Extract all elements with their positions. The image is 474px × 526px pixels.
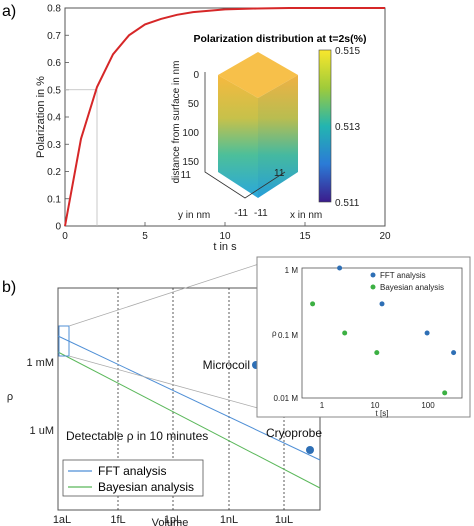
- a-x-tick-label: 15: [299, 231, 311, 242]
- inset-y-tick-neg11: -11: [234, 208, 248, 219]
- microcoil-label: Microcoil: [203, 358, 250, 372]
- a-y-tick-label: 0.2: [47, 167, 61, 178]
- a-x-tick-label: 10: [219, 231, 231, 242]
- a-x-tick-label: 5: [142, 231, 148, 242]
- inset-x-tick-100: 100: [421, 401, 435, 410]
- b-y-tick-1mM: 1 mM: [27, 357, 55, 369]
- fft-inset-point: [424, 330, 430, 336]
- inset-legend-bayes: Bayesian analysis: [380, 283, 444, 292]
- inset-axes-box: [301, 267, 463, 399]
- inset-title: Polarization distribution at t=2s(%): [194, 33, 367, 45]
- block-axis-lines: [204, 72, 286, 199]
- panel-a-chart: 0 0.1 0.2 0.3 0.4 0.5 0.6 0.7 0.8 0 5 10 15 20 t in …: [35, 4, 391, 254]
- inset-z-tick-2: 100: [182, 128, 199, 139]
- colorbar-tick-max: 0.515: [335, 46, 360, 57]
- inset-y-tick-0.1M: 0.1 M: [278, 331, 298, 340]
- b-x-tick-1aL: 1aL: [53, 514, 71, 526]
- panel-a-guides: [65, 89, 98, 226]
- inset-z-label: distance from surface in nm: [171, 61, 182, 184]
- legend-bayesian-label: Bayesian analysis: [98, 480, 194, 494]
- inset-z-tick-0: 0: [193, 70, 199, 81]
- panel-b-y-label: ρ: [7, 391, 13, 403]
- inset-rho-label: ρ: [272, 329, 277, 338]
- fft-inset-point: [451, 350, 457, 356]
- bayesian-inset-point: [310, 301, 316, 307]
- bayesian-inset-point: [342, 330, 348, 336]
- colorbar-tick-min: 0.511: [335, 198, 360, 209]
- inset-x-label: t [s]: [376, 409, 389, 418]
- b-x-tick-1uL: 1uL: [275, 514, 293, 526]
- b-x-tick-1nL: 1nL: [220, 514, 238, 526]
- fft-line: [57, 335, 321, 461]
- a-y-tick-label: 0.4: [47, 113, 61, 124]
- panel-b-x-label: Volume: [152, 517, 189, 526]
- cryoprobe-label: Cryoprobe: [266, 426, 322, 440]
- a-y-tick-label: 0.1: [47, 194, 61, 205]
- inset-legend-fft-dot: [370, 272, 376, 278]
- block-right-face: [258, 75, 298, 198]
- a-x-tick-label: 20: [379, 231, 391, 242]
- colorbar: [318, 49, 332, 203]
- panel-a-y-ticks: 0 0.1 0.2 0.3 0.4 0.5 0.6 0.7 0.8: [47, 4, 69, 233]
- inset-y-tick-11: 11: [181, 170, 192, 181]
- inset-y-tick-1M: 1 M: [285, 266, 299, 275]
- b-x-tick-1fL: 1fL: [110, 514, 125, 526]
- panel-b-inset: 1 M 0.1 M 0.01 M ρ 1 10 100 t [s] FFT an…: [256, 256, 471, 418]
- a-y-tick-label: 0.5: [47, 85, 61, 96]
- panel-b-legend: FFT analysis Bayesian analysis: [62, 459, 204, 497]
- inset-points: [310, 265, 457, 396]
- a-y-tick-label: 0.7: [47, 31, 61, 42]
- panel-a-label: a): [2, 3, 16, 20]
- inset-legend-bayes-dot: [370, 284, 376, 290]
- panel-a-x-label: t in s: [213, 241, 237, 253]
- bayesian-inset-point: [442, 390, 448, 396]
- inset-x-tick-11: 11: [274, 168, 285, 179]
- a-y-tick-label: 0.3: [47, 140, 61, 151]
- colorbar-tick-mid: 0.513: [335, 122, 360, 133]
- inset-x-tick-1: 1: [320, 401, 325, 410]
- zoom-box: [58, 325, 70, 357]
- inset-legend-fft: FFT analysis: [380, 271, 426, 280]
- legend-fft-label: FFT analysis: [98, 464, 166, 478]
- inset-y-label: y in nm: [178, 210, 210, 221]
- inset-z-tick-1: 50: [188, 99, 200, 110]
- b-y-tick-1uM: 1 uM: [30, 425, 54, 437]
- inset-x-tick-10: 10: [371, 401, 380, 410]
- inset-x-label: x in nm: [290, 210, 322, 221]
- inset-z-tick-3: 150: [182, 157, 199, 168]
- bayesian-line: [57, 351, 321, 489]
- fft-inset-point: [337, 265, 343, 271]
- fft-inset-point: [379, 301, 385, 307]
- block-left-face: [218, 75, 258, 198]
- cryoprobe-point: [306, 446, 314, 454]
- bayesian-inset-point: [374, 350, 380, 356]
- panel-a-y-label: Polarization in %: [35, 76, 47, 158]
- inset-x-tick-neg11: -11: [254, 208, 268, 219]
- a-y-tick-label: 0.8: [47, 4, 61, 15]
- panel-b-label: b): [2, 279, 16, 296]
- legend-box: [62, 459, 204, 497]
- panel-a-polarization-curve: [64, 7, 385, 227]
- zoom-line-top: [68, 261, 266, 327]
- detectable-annotation: Detectable ρ in 10 minutes: [66, 429, 208, 443]
- a-y-tick-label: 0: [55, 222, 61, 233]
- zoom-line-bottom: [68, 355, 266, 411]
- inset-y-tick-0.01M: 0.01 M: [274, 394, 299, 403]
- panel-a-inset: Polarization distribution at t=2s(%) 0 5…: [171, 33, 366, 221]
- a-y-tick-label: 0.6: [47, 58, 61, 69]
- a-x-tick-label: 0: [62, 231, 68, 242]
- b-x-tick-1pL: 1pL: [164, 514, 182, 526]
